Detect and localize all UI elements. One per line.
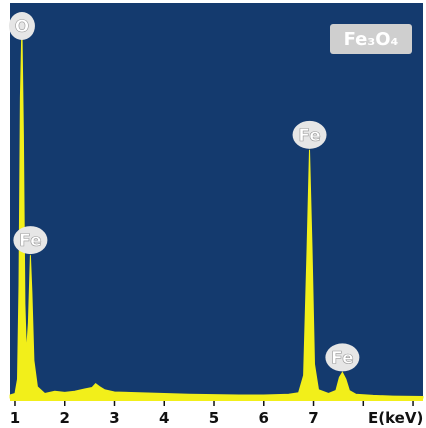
peak-badge [325, 343, 360, 372]
peak-labels: O Fe Fe Fe [8, 12, 360, 372]
x-tick-label: 7 [308, 409, 318, 427]
x-tick-label: 2 [60, 409, 70, 427]
spectrum-baseline [10, 398, 423, 401]
peak-label-o-0: O [8, 12, 35, 40]
x-axis: 1 2 3 4 5 6 7 [10, 401, 414, 427]
peak-label-fe-3: Fe [325, 343, 360, 372]
x-tick-label: 5 [209, 409, 219, 427]
peak-badge [8, 12, 35, 40]
x-tick-label: 6 [259, 409, 269, 427]
peak-label-text: Fe [19, 231, 41, 251]
peak-label-text: O [15, 17, 29, 37]
plot-background [10, 3, 423, 401]
peak-label-fe-2: Fe [292, 120, 327, 149]
legend-label: Fe₃O₄ [344, 29, 399, 50]
legend: Fe₃O₄ [330, 24, 412, 54]
spectrum-layer [9, 25, 424, 401]
peak-badge [13, 226, 48, 255]
peak-label-text: Fe [331, 348, 353, 368]
peak-label-text: Fe [298, 126, 320, 146]
x-tick-label: 1 [10, 409, 20, 427]
peak-badge [292, 120, 327, 149]
x-tick-label: 3 [109, 409, 119, 427]
x-axis-label: E(keV) [368, 409, 423, 427]
legend-box [330, 24, 412, 54]
peak-label-fe-1: Fe [13, 226, 48, 255]
spectrum-area [9, 25, 424, 399]
x-tick-label: 4 [159, 409, 169, 427]
